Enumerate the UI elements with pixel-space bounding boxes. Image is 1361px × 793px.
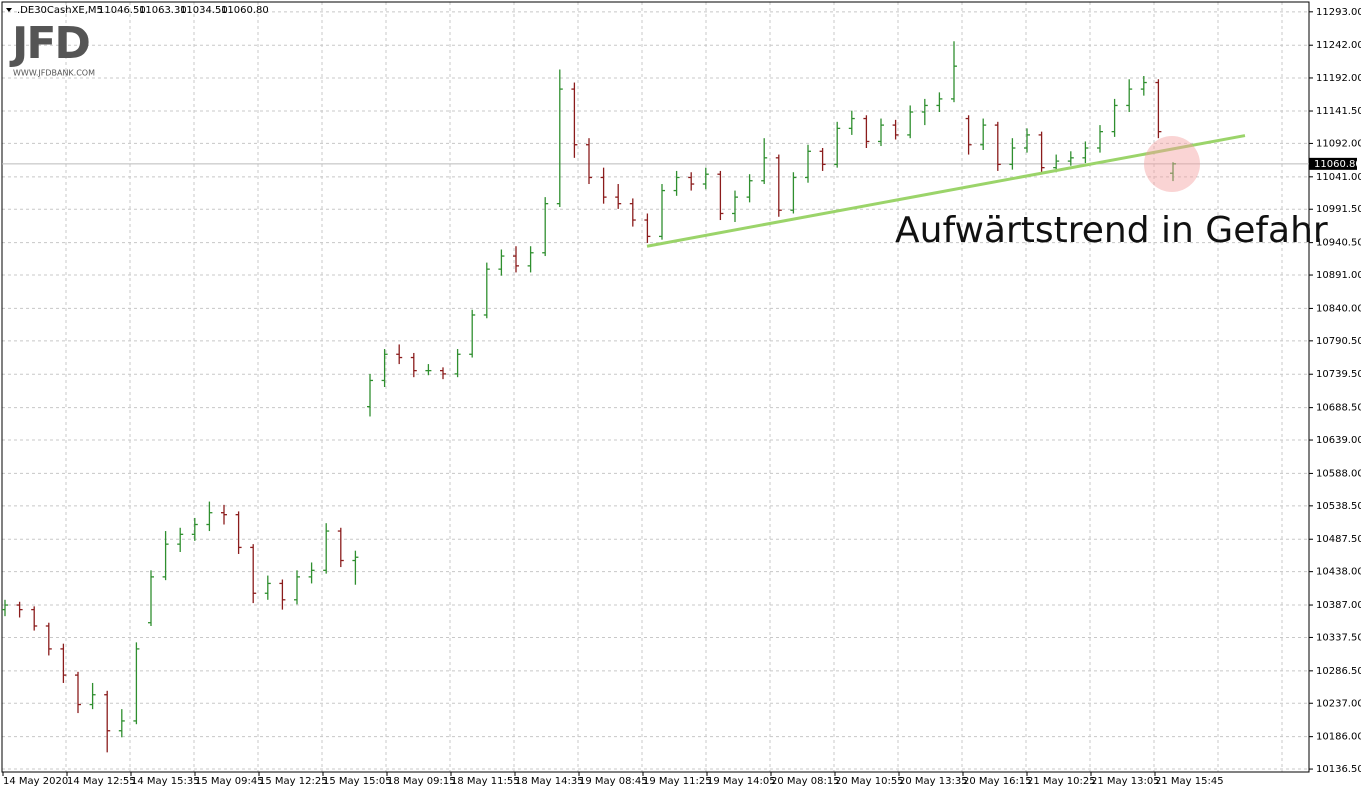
y-tick-label: 11141.50 [1316,106,1361,117]
x-tick-label: 19 May 08:45 [579,776,648,787]
current-price-label: 11060.80 [1314,159,1361,170]
y-tick-label: 11092.00 [1316,138,1361,149]
y-tick-label: 10688.50 [1316,403,1361,414]
x-tick-label: 18 May 11:55 [451,776,520,787]
x-tick-label: 21 May 10:25 [1027,776,1096,787]
y-tick-label: 10891.00 [1316,270,1361,281]
x-tick-label: 18 May 14:35 [515,776,584,787]
header-open: 11046.50 [98,5,146,16]
y-tick-label: 10991.50 [1316,204,1361,215]
y-tick-label: 10940.50 [1316,238,1361,249]
header: .DE30CashXE,M5 11046.50 11063.30 11034.5… [6,5,269,16]
symbol: .DE30CashXE,M5 [17,5,103,16]
x-tick-label: 18 May 09:15 [387,776,456,787]
logo-mark: JFD [9,18,89,69]
y-tick-label: 10136.50 [1316,764,1361,775]
x-tick-label: 20 May 08:15 [771,776,840,787]
x-tick-label: 14 May 2020 [3,776,68,787]
x-tick-label: 15 May 15:05 [323,776,392,787]
y-tick-label: 10286.50 [1316,666,1361,677]
y-tick-label: 11041.00 [1316,172,1361,183]
x-tick-label: 20 May 16:15 [963,776,1032,787]
header-low: 11034.50 [180,5,228,16]
y-tick-label: 10840.00 [1316,303,1361,314]
y-tick-label: 10639.00 [1316,435,1361,446]
x-tick-label: 20 May 13:35 [899,776,968,787]
x-tick-label: 14 May 12:55 [67,776,136,787]
x-tick-label: 21 May 13:05 [1091,776,1160,787]
x-tick-label: 20 May 10:55 [835,776,904,787]
y-tick-label: 10387.00 [1316,600,1361,611]
y-tick-label: 10588.00 [1316,468,1361,479]
current-price-box [1309,157,1357,170]
plot-border [1,1,1310,773]
x-tick-label: 19 May 14:05 [707,776,776,787]
y-tick-label: 10790.50 [1316,336,1361,347]
x-tick-label: 19 May 11:25 [643,776,712,787]
header-close: 11060.80 [221,5,269,16]
y-tick-label: 10538.50 [1316,501,1361,512]
highlight-circle [1144,136,1200,192]
y-tick-label: 11293.00 [1316,7,1361,18]
y-tick-label: 11192.00 [1316,73,1361,84]
y-tick-label: 11242.00 [1316,40,1361,51]
bars [2,41,1176,753]
header-high: 11063.30 [139,5,187,16]
y-tick-label: 10186.00 [1316,732,1361,743]
x-tick-label: 15 May 12:25 [259,776,328,787]
header-icon [6,8,12,12]
trend-line [646,134,1246,248]
logo-site: WWW.JFDBANK.COM [13,69,95,78]
x-tick-label: 21 May 15:45 [1155,776,1224,787]
y-tick-label: 10337.50 [1316,632,1361,643]
x-tick-label: 14 May 15:35 [131,776,200,787]
y-tick-label: 10487.50 [1316,534,1361,545]
x-tick-label: 15 May 09:45 [195,776,264,787]
y-tick-label: 10739.50 [1316,369,1361,380]
y-tick-label: 10237.00 [1316,698,1361,709]
y-tick-label: 10438.00 [1316,567,1361,578]
annotation: Aufwärtstrend in Gefahr [895,210,1328,251]
